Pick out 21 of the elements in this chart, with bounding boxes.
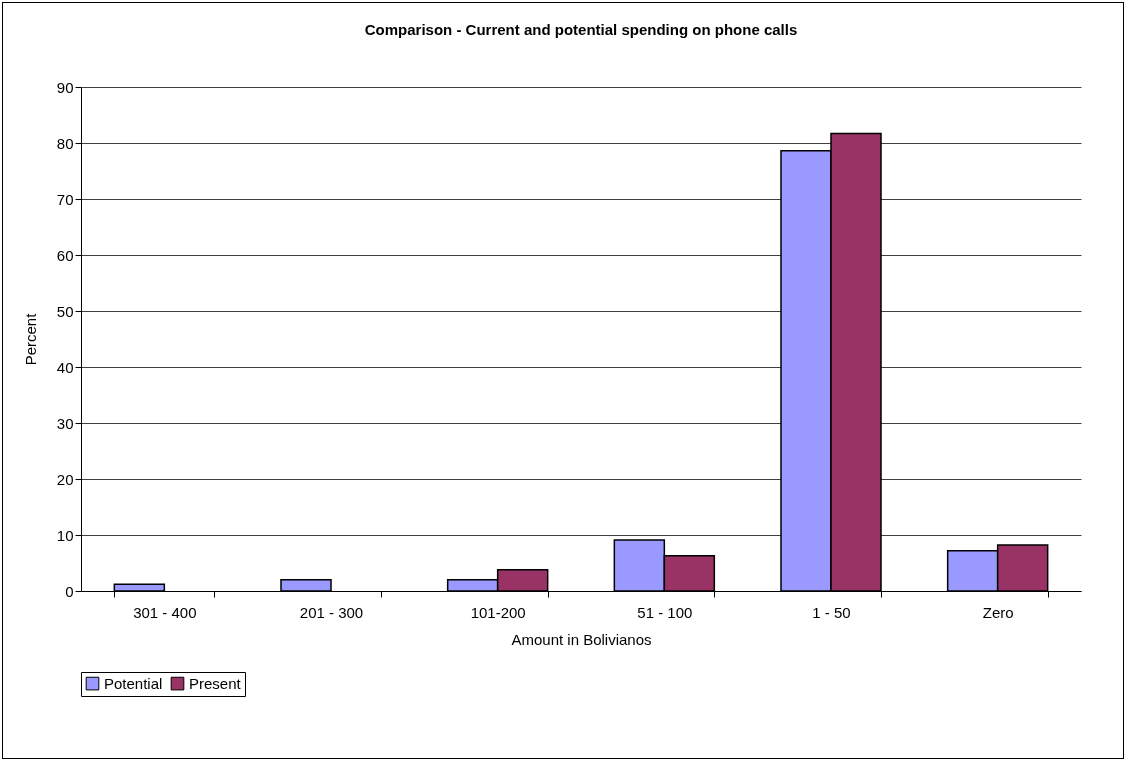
y-tick-label: 0 — [65, 582, 74, 600]
y-tick-label: 90 — [56, 78, 74, 96]
legend-label: Potential — [104, 674, 163, 692]
y-tick-label: 10 — [56, 526, 74, 544]
y-tick-label: 40 — [56, 358, 74, 376]
chart-title: Comparison - Current and potential spending on phone calls — [364, 21, 798, 38]
y-tick-label: 20 — [56, 470, 74, 488]
x-tick-label: 201 - 300 — [299, 603, 364, 621]
y-tick-label: 70 — [56, 190, 74, 208]
y-tick-label: 60 — [56, 246, 74, 264]
legend-label: Present — [189, 674, 242, 692]
x-tick-label: 101-200 — [470, 603, 526, 621]
x-axis-title: Amount in Bolivianos — [511, 630, 652, 648]
x-tick-label: Zero — [982, 603, 1014, 621]
x-tick-label: 1 - 50 — [812, 603, 851, 621]
y-tick-label: 30 — [56, 414, 74, 432]
x-tick-label: 301 - 400 — [133, 603, 197, 621]
y-axis-title: Percent — [21, 312, 39, 366]
y-tick-label: 50 — [56, 302, 74, 320]
x-tick-label: 51 - 100 — [637, 603, 693, 621]
y-tick-label: 80 — [56, 134, 74, 152]
